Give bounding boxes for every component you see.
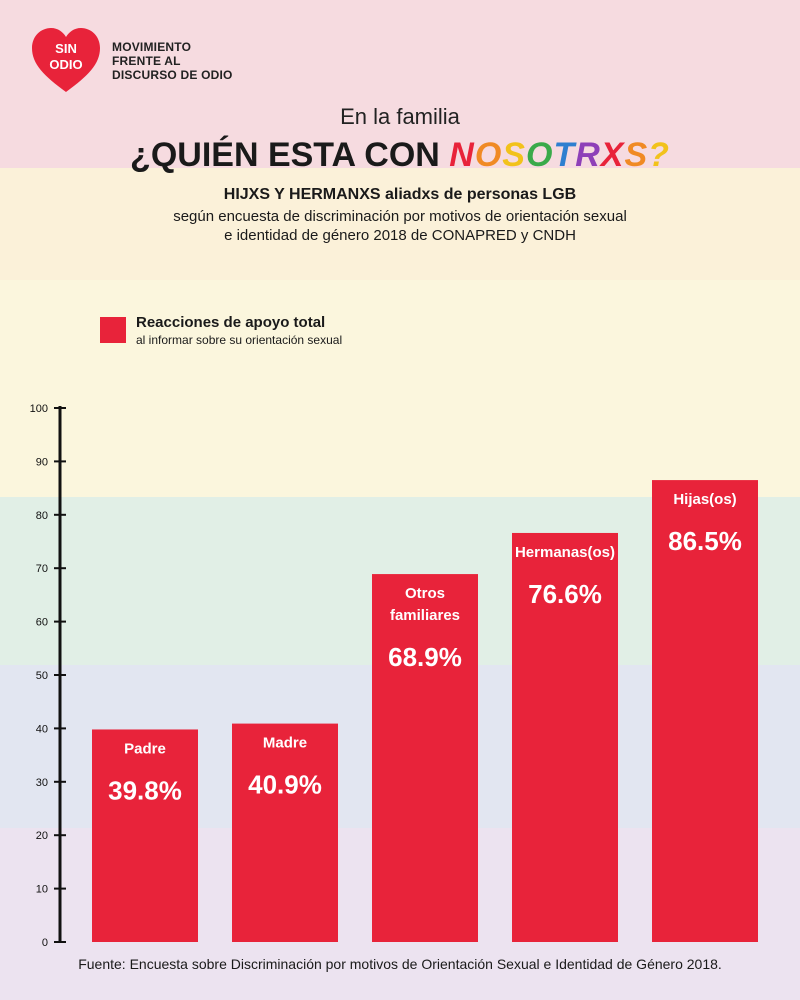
logo-line-2: ODIO — [49, 57, 83, 72]
bar — [372, 574, 478, 942]
category-label: Madre — [263, 735, 307, 752]
category-label: Hijas(os) — [673, 491, 736, 508]
y-tick-label: 60 — [36, 617, 48, 629]
bar — [92, 729, 198, 942]
title-letter: R — [575, 136, 601, 174]
value-label: 40.9% — [248, 770, 322, 800]
bar — [512, 532, 618, 942]
title-letter: O — [474, 136, 503, 174]
bar — [652, 480, 758, 942]
bg-band-yellow — [0, 280, 800, 497]
legend-title: Reacciones de apoyo total — [136, 314, 326, 331]
y-tick-label: 70 — [36, 563, 48, 575]
logo-line-1: SIN — [55, 41, 77, 56]
page-title: ¿QUIÉN ESTA CON NOSOTRXS? — [0, 136, 800, 175]
y-tick-label: 80 — [36, 510, 48, 522]
title-letter: X — [600, 136, 625, 174]
legend-swatch — [100, 317, 126, 343]
y-tick-label: 40 — [36, 723, 48, 735]
subtitle-line-1: según encuesta de discriminación por mot… — [173, 208, 627, 225]
brand-line-3: DISCURSO DE ODIO — [112, 68, 233, 82]
subtitle-line-2: e identidad de género 2018 de CONAPRED y… — [224, 227, 576, 244]
y-tick-label: 10 — [36, 884, 48, 896]
bg-band-cream — [0, 168, 800, 280]
legend-subtitle: al informar sobre su orientación sexual — [136, 333, 343, 347]
logo: SIN ODIO — [30, 26, 102, 94]
bar — [232, 723, 338, 942]
title-letter: ? — [648, 136, 670, 174]
y-tick-label: 50 — [36, 670, 48, 682]
title-letter: O — [525, 136, 554, 174]
value-label: 68.9% — [388, 642, 462, 672]
y-tick-label: 0 — [42, 937, 48, 949]
title-letter: S — [624, 136, 649, 174]
value-label: 76.6% — [528, 579, 602, 609]
brand-line-1: MOVIMIENTO — [112, 40, 192, 54]
title-letter: N — [449, 136, 475, 174]
title-letter: S — [502, 136, 526, 174]
title-prefix: ¿QUIÉN ESTA CON — [130, 136, 450, 174]
category-label: Otros — [405, 585, 445, 602]
y-tick-label: 20 — [36, 830, 48, 842]
subtitle-bold: HIJXS Y HERMANXS aliadxs de personas LGB — [223, 186, 577, 203]
y-tick-label: 30 — [36, 777, 48, 789]
category-label: Padre — [124, 740, 166, 757]
category-label: Hermanas(os) — [515, 544, 615, 561]
value-label: 86.5% — [668, 526, 742, 556]
subtitle: según encuesta de discriminación por mot… — [0, 207, 800, 245]
bg-band-pink — [0, 0, 800, 168]
title-letter: T — [553, 136, 576, 174]
y-tick-label: 100 — [30, 403, 48, 415]
kicker-text: En la familia — [340, 104, 460, 129]
brand-line-2: FRENTE AL — [112, 54, 181, 68]
brand-name: MOVIMIENTO FRENTE AL DISCURSO DE ODIO — [112, 40, 233, 82]
y-tick-label: 90 — [36, 456, 48, 468]
value-label: 39.8% — [108, 775, 182, 805]
category-label: familiares — [390, 607, 460, 624]
bar-chart: 0 10 20 30 40 50 60 70 80 90 100 Padre 39.8% Madre 40.… — [30, 403, 758, 949]
source-footnote: Fuente: Encuesta sobre Discriminación po… — [78, 956, 722, 972]
title-highlight: NOSOTRXS? — [449, 136, 670, 174]
heart-icon — [32, 28, 100, 92]
